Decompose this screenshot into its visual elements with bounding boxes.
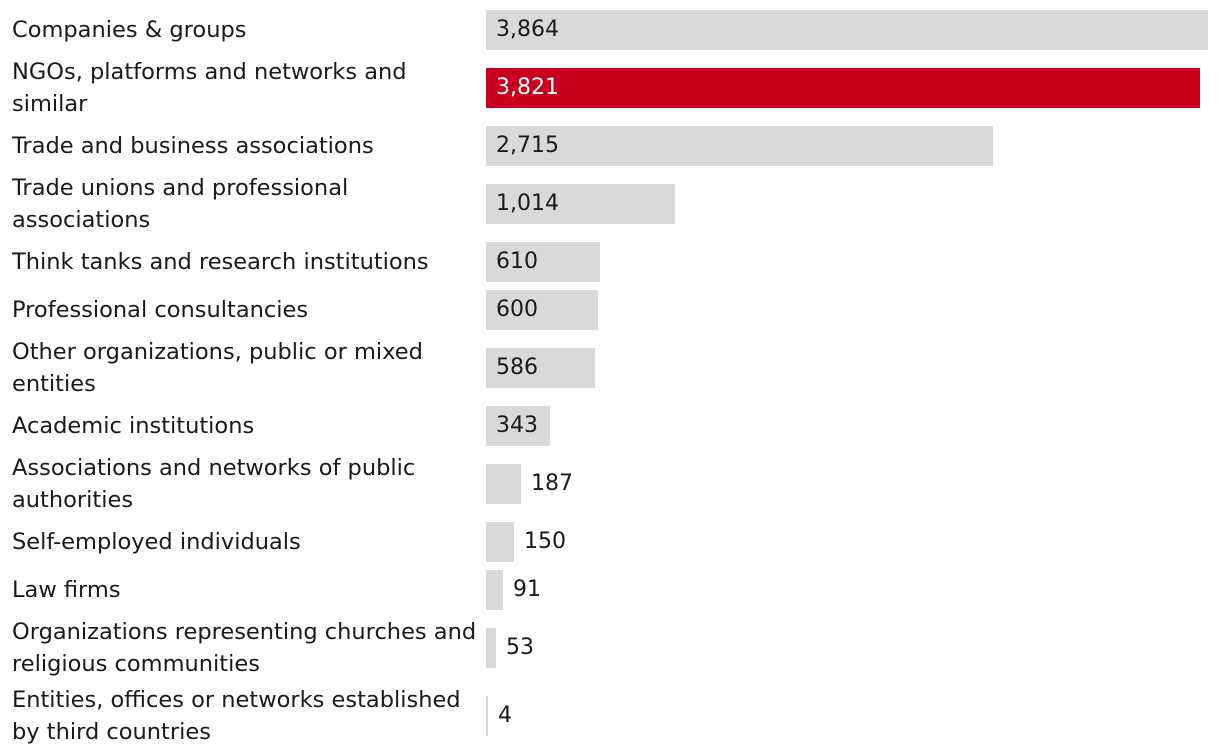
- value-label: 2,715: [496, 133, 559, 158]
- category-label: Law firms: [12, 577, 121, 603]
- category-label: Other organizations, public or mixed ent…: [12, 339, 423, 397]
- value-label: 343: [496, 413, 538, 438]
- bar: [486, 696, 488, 736]
- category-label: Academic institutions: [12, 413, 255, 439]
- category-label: Trade unions and professional associatio…: [12, 175, 349, 233]
- value-label: 3,864: [496, 17, 559, 42]
- category-label: Companies & groups: [12, 17, 247, 43]
- value-label: 610: [496, 249, 538, 274]
- bar-highlight: [486, 68, 1200, 108]
- value-label: 187: [531, 471, 573, 496]
- bar: [486, 628, 496, 668]
- category-label: Entities, offices or networks establishe…: [12, 687, 461, 745]
- value-label: 1,014: [496, 191, 559, 216]
- bar: [486, 184, 675, 224]
- bar: [486, 10, 1208, 50]
- value-label: 586: [496, 355, 538, 380]
- bar: [486, 348, 595, 388]
- bar: [486, 126, 993, 166]
- bar: [486, 464, 521, 504]
- bar: [486, 406, 550, 446]
- bar: [486, 242, 600, 282]
- category-label: Trade and business associations: [12, 133, 374, 159]
- category-label: Professional consultancies: [12, 297, 309, 323]
- value-label: 600: [496, 297, 538, 322]
- bar: [486, 522, 514, 562]
- bar: [486, 290, 598, 330]
- value-label: 91: [513, 577, 541, 602]
- category-label: Self-employed individuals: [12, 529, 301, 555]
- category-label: Associations and networks of public auth…: [12, 455, 416, 513]
- value-label: 3,821: [496, 75, 559, 100]
- bar-chart: Companies & groups 3,864 NGOs, platforms a…: [12, 10, 1208, 745]
- value-label: 150: [524, 529, 566, 554]
- bar: [486, 570, 503, 610]
- value-label: 53: [506, 635, 534, 660]
- category-label: NGOs, platforms and networks and similar: [12, 59, 407, 117]
- category-label: Think tanks and research institutions: [12, 249, 429, 275]
- value-label: 4: [498, 703, 512, 728]
- category-label: Organizations representing churches and …: [12, 619, 477, 677]
